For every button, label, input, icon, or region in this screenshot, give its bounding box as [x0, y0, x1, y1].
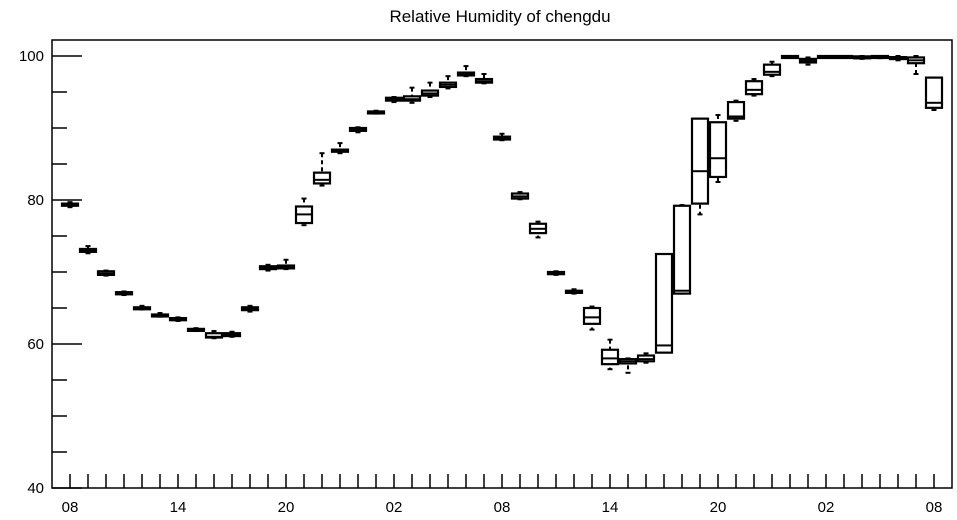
x-tick-label: 08 [494, 499, 511, 516]
box-item [204, 330, 224, 340]
box-item [438, 75, 458, 90]
box-rect [762, 63, 782, 76]
box-rect [672, 204, 692, 295]
box-item [258, 263, 278, 272]
boxes-layer [60, 54, 944, 374]
box-item [870, 54, 890, 60]
box-item [780, 54, 800, 60]
x-tick-label: 20 [710, 499, 727, 516]
box-item [528, 220, 548, 239]
box-item [888, 55, 908, 62]
chart-title: Relative Humidity of chengdu [389, 7, 610, 26]
box-item [672, 204, 692, 295]
axis-ticks-layer [52, 55, 935, 489]
y-tick-label: 80 [27, 192, 44, 209]
box-item [150, 312, 170, 318]
box-item [636, 352, 656, 364]
box-rect [600, 348, 620, 366]
x-tick-label: 14 [602, 499, 619, 516]
box-item [240, 304, 260, 313]
box-item [96, 269, 116, 277]
box-item [78, 245, 98, 255]
x-tick-label: 02 [818, 499, 835, 516]
box-item [618, 357, 638, 374]
box-rect [726, 100, 746, 120]
box-item [762, 60, 782, 78]
box-rect [744, 80, 764, 96]
box-rect [312, 171, 332, 185]
x-tick-label: 14 [170, 499, 187, 516]
box-item [384, 96, 404, 104]
box-item [690, 117, 710, 216]
box-rect [690, 117, 710, 205]
tick-labels-layer: 40 60 80 100 08 14 20 02 08 14 20 02 08 [19, 48, 942, 516]
box-item [456, 65, 476, 78]
box-item [852, 55, 872, 60]
box-item [798, 56, 818, 66]
box-item [564, 288, 584, 295]
box-item [420, 81, 440, 99]
box-item [744, 78, 764, 97]
box-item [366, 109, 386, 115]
box-item [708, 114, 728, 183]
box-rect [924, 76, 944, 109]
box-item [186, 327, 206, 333]
box-item [402, 86, 422, 104]
box-rect [582, 306, 602, 325]
box-item [600, 338, 620, 371]
box-item [60, 201, 80, 209]
box-rect [708, 121, 728, 179]
box-item [492, 132, 512, 142]
x-tick-label: 02 [386, 499, 403, 516]
box-item [312, 152, 332, 187]
box-item [546, 270, 566, 276]
plot-frame [51, 39, 953, 489]
y-tick-label: 40 [27, 480, 44, 497]
box-item [906, 55, 926, 75]
x-tick-label: 08 [926, 499, 943, 516]
x-tick-label: 08 [62, 499, 79, 516]
x-tick-label: 20 [278, 499, 295, 516]
box-item [114, 290, 134, 297]
box-item [222, 330, 242, 338]
box-item [816, 54, 836, 60]
box-item [132, 304, 152, 311]
box-item [510, 191, 530, 201]
y-tick-label: 60 [27, 336, 44, 353]
box-item [276, 258, 296, 271]
box-rect [654, 252, 674, 354]
box-item [330, 142, 350, 155]
box-item [726, 99, 746, 122]
box-item [348, 126, 368, 134]
box-item [924, 76, 944, 111]
y-tick-label: 100 [19, 48, 44, 65]
box-item [654, 252, 674, 354]
box-item [834, 54, 854, 60]
box-item [168, 316, 188, 322]
box-item [582, 305, 602, 331]
box-item [294, 197, 314, 227]
box-item [474, 73, 494, 85]
